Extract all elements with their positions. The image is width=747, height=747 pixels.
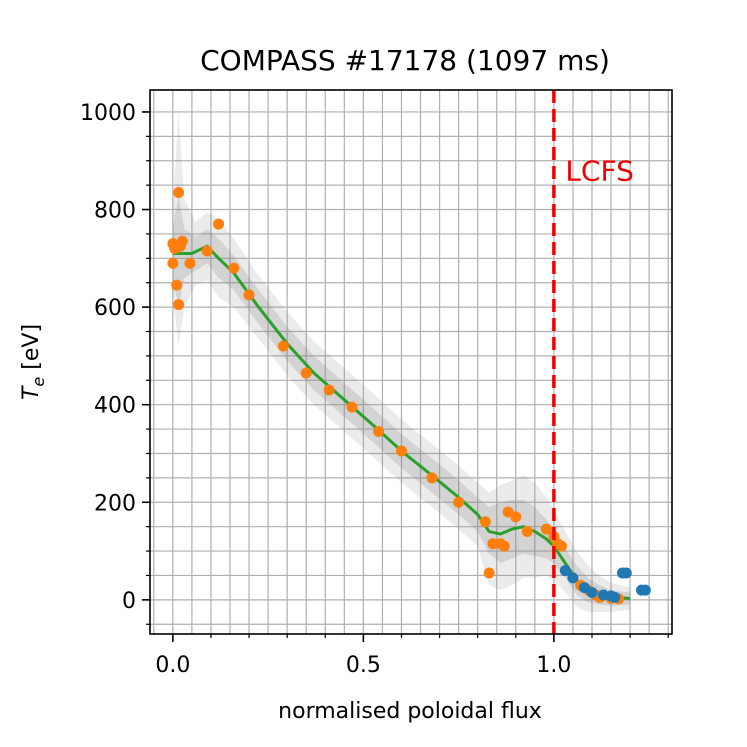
data-point <box>243 289 255 301</box>
axes-frame <box>149 89 673 635</box>
x-axis-label: normalised poloidal flux <box>278 699 542 724</box>
y-tick-label: 200 <box>94 491 136 516</box>
y-axis-label-subscript: e <box>29 377 48 387</box>
x-tick-label: 0.5 <box>346 653 381 678</box>
data-point <box>639 584 651 596</box>
data-point <box>487 538 499 550</box>
data-point <box>510 511 522 523</box>
data-point <box>277 340 289 352</box>
data-point <box>483 567 495 579</box>
data-point <box>228 262 240 274</box>
data-point <box>184 257 196 269</box>
y-axis-label-symbol: T <box>19 385 44 400</box>
data-point <box>173 186 185 198</box>
data-point <box>479 516 491 528</box>
data-point <box>559 565 571 577</box>
data-point <box>300 367 312 379</box>
data-point <box>609 591 621 603</box>
data-points <box>167 186 651 605</box>
lcfs-layer: LCFS <box>552 90 634 634</box>
data-point <box>167 257 179 269</box>
y-tick-label: 0 <box>122 589 136 614</box>
data-point <box>498 540 510 552</box>
chart-title: COMPASS #17178 (1097 ms) <box>200 44 610 77</box>
data-point <box>586 587 598 599</box>
x-tick-label: 0.0 <box>155 653 190 678</box>
data-point <box>346 401 358 413</box>
data-point <box>395 445 407 457</box>
data-point <box>173 299 185 311</box>
uncertainty-band <box>172 194 631 606</box>
y-axis-label-unit: [eV] <box>19 324 44 377</box>
axis-ticks: 0.0 0.5 1.0 0 200 400 600 800 1000 <box>80 101 669 678</box>
y-tick-label: 600 <box>94 296 136 321</box>
data-point <box>521 526 533 538</box>
data-point <box>323 384 335 396</box>
data-point <box>426 472 438 484</box>
uncertainty-band <box>172 111 631 613</box>
grid <box>150 90 672 634</box>
data-point <box>453 496 465 508</box>
data-point <box>171 279 183 291</box>
x-tick-label: 1.0 <box>536 653 571 678</box>
uncertainty-bands <box>172 111 631 613</box>
data-point <box>213 218 225 230</box>
y-tick-label: 400 <box>94 394 136 419</box>
data-point <box>176 235 188 247</box>
lcfs-label: LCFS <box>565 154 634 187</box>
data-point <box>620 567 632 579</box>
data-point <box>567 572 579 584</box>
y-tick-label: 1000 <box>80 101 136 126</box>
data-point <box>556 540 568 552</box>
y-axis-label: Te [eV] <box>19 324 48 400</box>
data-point <box>540 523 552 535</box>
y-tick-label: 800 <box>94 199 136 224</box>
data-point <box>373 426 385 438</box>
data-point <box>201 245 213 257</box>
